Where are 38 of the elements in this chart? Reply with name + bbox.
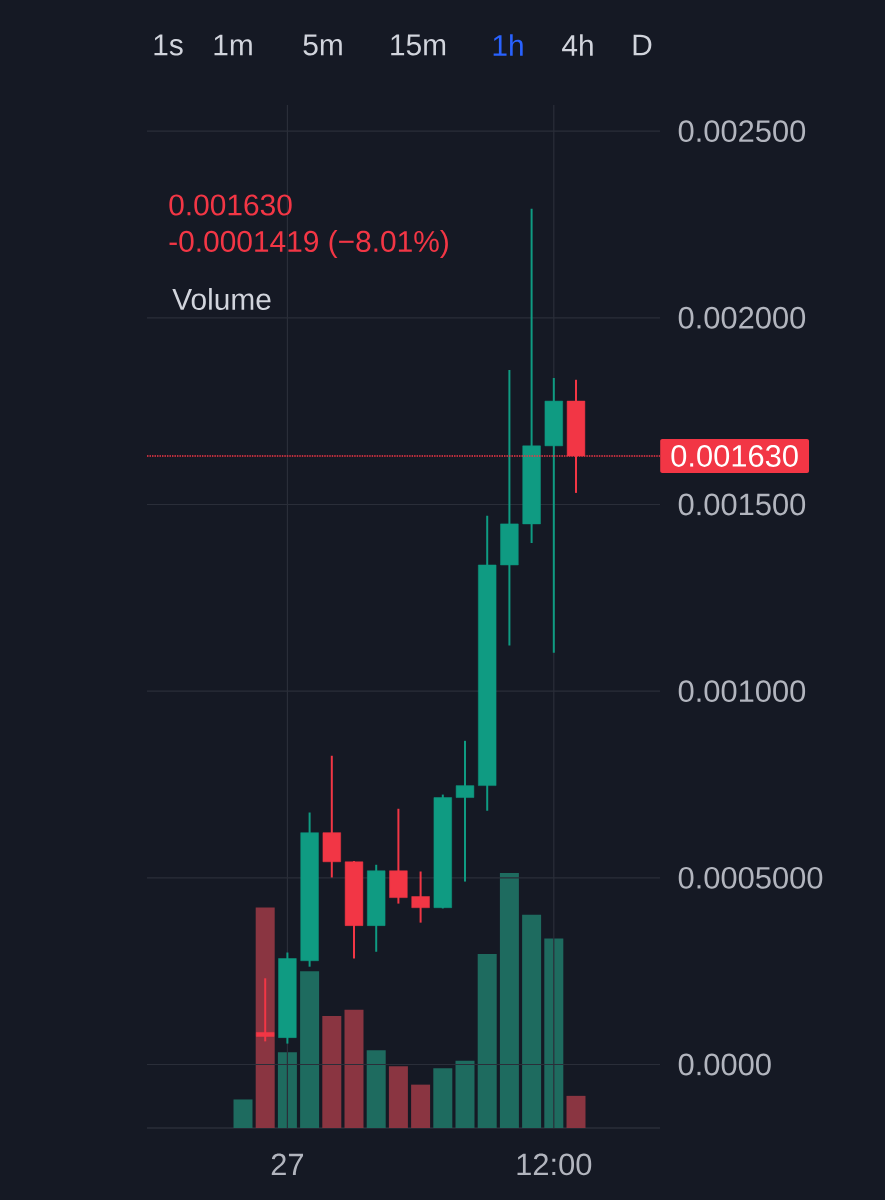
bar: [277, 1052, 297, 1128]
bar: [344, 1009, 364, 1128]
text: D: [633, 34, 652, 56]
bar: [300, 971, 320, 1128]
candlestick: [256, 977, 275, 1043]
bar: [499, 873, 519, 1128]
annotation: 0.001630: [169, 194, 292, 216]
bar: [366, 1050, 386, 1128]
annotation: -0.0001419 (−8.01%): [169, 230, 448, 258]
candlestick: [455, 739, 475, 883]
candlestick: [411, 870, 430, 924]
bar: [566, 1095, 586, 1128]
bar: [522, 914, 542, 1128]
annotation: Volume: [172, 288, 271, 310]
text: 15m: [391, 34, 446, 56]
y-tick-label: 0.002500: [678, 120, 806, 143]
bar: [411, 1084, 431, 1128]
x-tick-label: 12:00: [517, 1153, 592, 1176]
bar: [233, 1099, 253, 1128]
text: 1s: [154, 34, 183, 56]
bar: [255, 907, 275, 1128]
bar: [322, 1016, 342, 1128]
y-tick-label: 0.0000: [678, 1053, 771, 1076]
y-tick-label: 0.0005000: [678, 866, 823, 889]
y-tick-label: 0.001500: [678, 493, 806, 516]
text: 5m: [303, 34, 342, 56]
bar: [455, 1060, 475, 1128]
text: 4h: [562, 34, 593, 56]
y-tick-label: 0.001000: [678, 680, 806, 703]
ref-line-label: 0.001630: [671, 445, 798, 467]
x-tick-label: 27: [271, 1153, 304, 1176]
text: 1h: [493, 34, 523, 56]
bar: [388, 1066, 408, 1128]
bar: [433, 1068, 453, 1128]
bar: [477, 954, 497, 1128]
text: 1m: [214, 34, 252, 56]
bar: [544, 938, 564, 1128]
y-tick-label: 0.002000: [678, 306, 806, 329]
